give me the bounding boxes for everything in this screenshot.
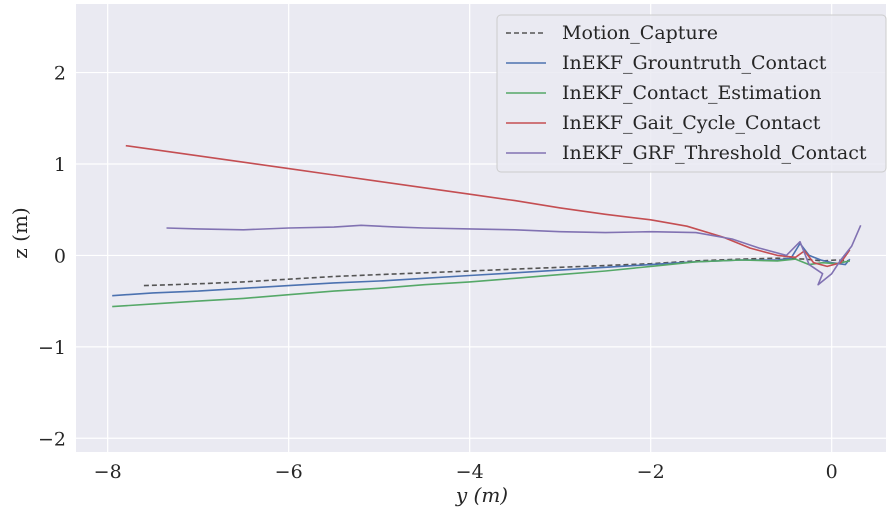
- y-tick-label: 1: [54, 154, 66, 176]
- y-tick-label: −2: [38, 428, 66, 450]
- y-axis-label: z (m): [8, 207, 32, 258]
- legend-label: InEKF_GRF_Threshold_Contact: [562, 142, 867, 164]
- x-tick-label: −8: [94, 461, 122, 483]
- y-tick-label: −1: [38, 337, 66, 359]
- y-tick-labels: −2 −1 0 1 2: [38, 63, 66, 451]
- legend-label: InEKF_Gait_Cycle_Contact: [562, 112, 821, 134]
- series-line: [112, 242, 851, 297]
- series-line: [125, 144, 851, 268]
- series-lines: [112, 144, 862, 308]
- y-tick-label: 2: [54, 63, 66, 85]
- x-tick-label: 0: [826, 461, 838, 483]
- legend-label: InEKF_Grountruth_Contact: [562, 52, 827, 74]
- legend: Motion_Capture InEKF_Grountruth_Contact In…: [496, 14, 887, 173]
- legend-box: [496, 14, 887, 173]
- x-tick-label: −4: [456, 461, 484, 483]
- x-axis-label: y (m): [455, 483, 508, 507]
- x-tick-label: −6: [275, 461, 303, 483]
- y-tick-label: 0: [54, 245, 66, 267]
- series-line: [112, 258, 850, 308]
- series-line: [166, 224, 862, 286]
- series-line: [143, 257, 850, 287]
- legend-label: InEKF_Contact_Estimation: [562, 82, 822, 104]
- x-tick-labels: −8 −6 −4 −2 0: [94, 461, 838, 483]
- x-tick-label: −2: [637, 461, 665, 483]
- legend-label: Motion_Capture: [562, 22, 718, 44]
